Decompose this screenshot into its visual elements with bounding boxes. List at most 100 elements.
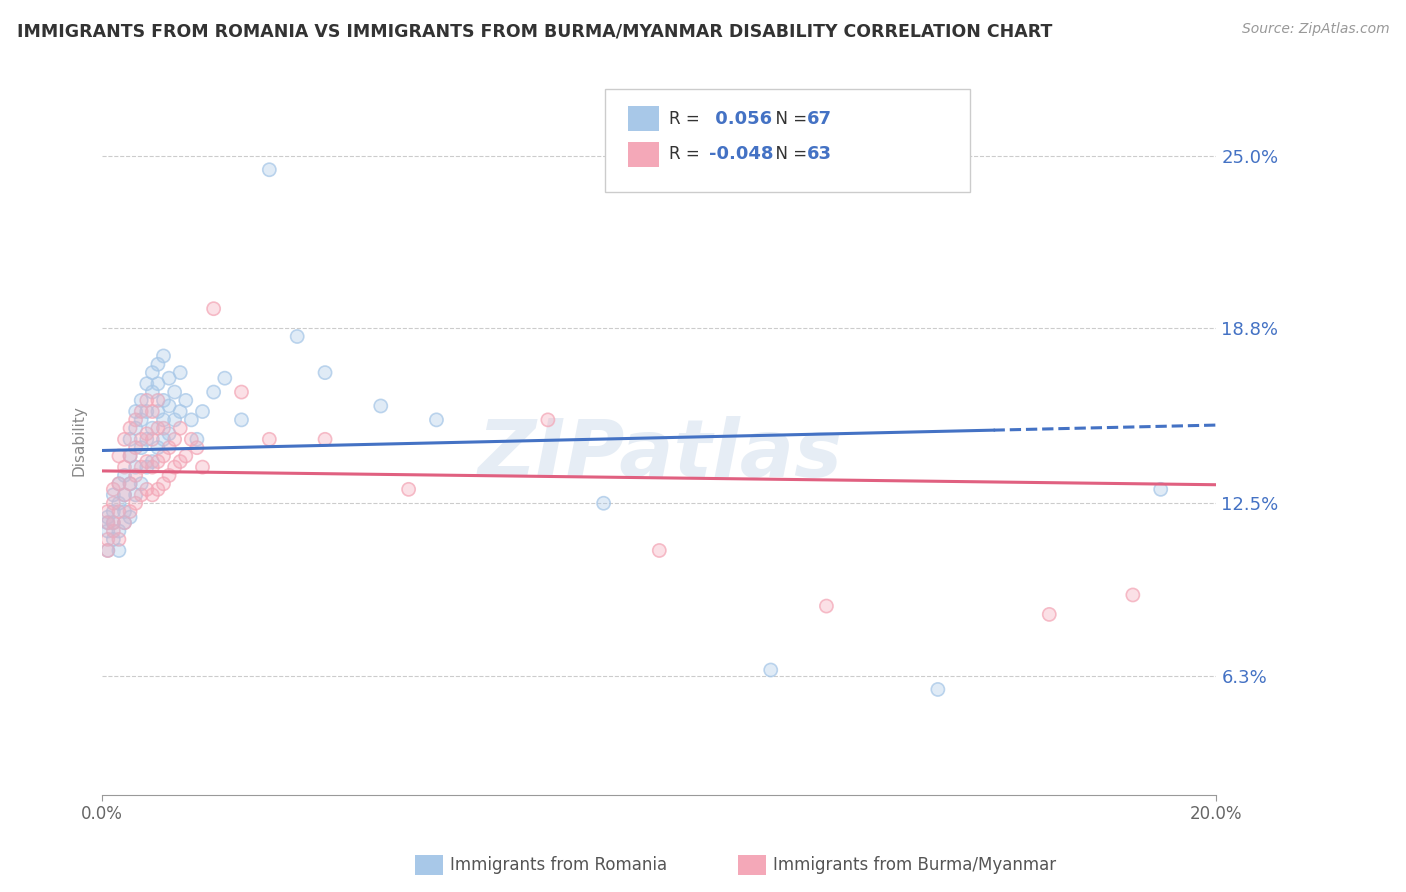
Point <box>103 516 125 530</box>
Point <box>97 516 120 530</box>
Point <box>157 371 180 385</box>
Point <box>120 449 142 463</box>
Point <box>314 433 336 447</box>
Point <box>114 505 136 519</box>
Point <box>1150 483 1173 497</box>
Point <box>97 543 120 558</box>
Text: 0.056: 0.056 <box>709 110 772 128</box>
Point <box>124 488 146 502</box>
Point <box>163 413 186 427</box>
Point <box>135 454 157 468</box>
Point <box>124 460 146 475</box>
Point <box>169 454 191 468</box>
Point <box>927 682 949 697</box>
Point <box>157 371 180 385</box>
Text: N =: N = <box>765 110 813 128</box>
Point <box>129 441 152 455</box>
Point <box>141 433 163 447</box>
Text: N =: N = <box>765 145 813 163</box>
Point <box>191 404 214 418</box>
Point <box>141 421 163 435</box>
Point <box>157 426 180 441</box>
Point <box>146 421 169 435</box>
Text: IMMIGRANTS FROM ROMANIA VS IMMIGRANTS FROM BURMA/MYANMAR DISABILITY CORRELATION : IMMIGRANTS FROM ROMANIA VS IMMIGRANTS FR… <box>17 22 1052 40</box>
Point <box>146 454 169 468</box>
Point <box>592 496 614 510</box>
Point <box>146 441 169 455</box>
Point <box>169 454 191 468</box>
Point <box>174 393 197 408</box>
Point <box>120 510 142 524</box>
Point <box>146 376 169 391</box>
Point <box>146 454 169 468</box>
Point <box>174 393 197 408</box>
Point <box>285 329 308 343</box>
Point <box>120 421 142 435</box>
Point <box>152 349 174 363</box>
Point <box>759 663 782 677</box>
Point <box>141 454 163 468</box>
Point <box>124 496 146 510</box>
Point <box>108 533 131 547</box>
Point <box>398 483 420 497</box>
Point <box>120 476 142 491</box>
Point <box>592 496 614 510</box>
Point <box>370 399 392 413</box>
Point <box>108 476 131 491</box>
Point <box>129 393 152 408</box>
Point <box>124 441 146 455</box>
Point <box>114 516 136 530</box>
Point <box>120 505 142 519</box>
Point <box>135 454 157 468</box>
Point <box>103 496 125 510</box>
Point <box>124 413 146 427</box>
Point <box>191 404 214 418</box>
Point <box>124 441 146 455</box>
Point <box>120 449 142 463</box>
Point <box>141 488 163 502</box>
Point <box>97 505 120 519</box>
Point <box>114 468 136 483</box>
Point <box>202 385 225 400</box>
Text: Source: ZipAtlas.com: Source: ZipAtlas.com <box>1241 22 1389 37</box>
Point <box>169 366 191 380</box>
Point <box>108 505 131 519</box>
Point <box>120 510 142 524</box>
Point <box>152 393 174 408</box>
Point <box>146 421 169 435</box>
Point <box>259 433 281 447</box>
Point <box>180 433 202 447</box>
Point <box>97 543 120 558</box>
Point <box>120 433 142 447</box>
Point <box>114 505 136 519</box>
Point <box>157 468 180 483</box>
Point <box>174 449 197 463</box>
Point <box>174 449 197 463</box>
Point <box>146 393 169 408</box>
Point <box>114 433 136 447</box>
Point <box>103 533 125 547</box>
Point <box>114 516 136 530</box>
Point <box>108 543 131 558</box>
Point <box>231 385 253 400</box>
Point <box>114 488 136 502</box>
Point <box>1150 483 1173 497</box>
Point <box>141 385 163 400</box>
Point <box>146 357 169 371</box>
Point <box>157 399 180 413</box>
Point <box>157 426 180 441</box>
Point <box>141 454 163 468</box>
Point <box>108 543 131 558</box>
Point <box>120 505 142 519</box>
Point <box>157 441 180 455</box>
Point <box>398 483 420 497</box>
Point <box>163 385 186 400</box>
Point <box>129 460 152 475</box>
Point <box>146 483 169 497</box>
Point <box>114 488 136 502</box>
Point <box>135 483 157 497</box>
Point <box>259 162 281 177</box>
Point <box>108 524 131 538</box>
Point <box>97 510 120 524</box>
Point <box>97 516 120 530</box>
